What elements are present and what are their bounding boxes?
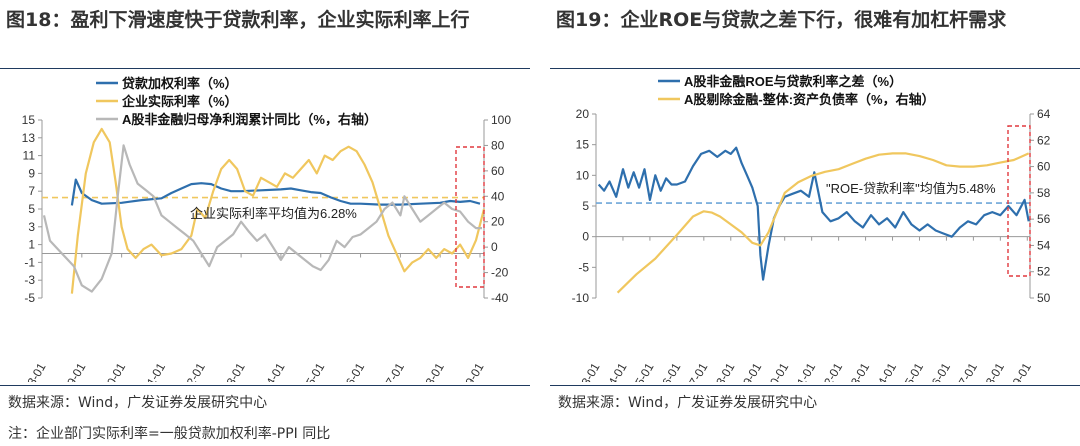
left-highlight-box xyxy=(455,146,485,288)
right-figure-panel: 图19：企业ROE与贷款之差下行，很难有加杠杆需求 20 15 10 5 0 -5 -10 6… xyxy=(550,0,1080,446)
right-x-tick-label: 2007-01 xyxy=(676,360,710,382)
left-figure-title-text: 盈利下滑速度快于贷款利率，企业实际利率上行 xyxy=(70,9,470,31)
right-legend-label-1: A股非金融ROE与贷款利率之差（%） xyxy=(684,74,902,89)
right-right-tick-label: 52 xyxy=(1037,265,1051,279)
left-x-tick-label: 2011-01 xyxy=(134,360,168,382)
left-chart: 15 13 11 9 7 5 3 1 -1 -3 -5 100 80 60 40 20 0 -20 -40 2008-… xyxy=(14,76,511,382)
left-right-tick-label: 40 xyxy=(491,189,505,203)
left-annotation: 企业实际利率平均值为6.28% xyxy=(190,206,357,221)
right-source-rule xyxy=(550,385,1080,386)
left-left-tick-label: 13 xyxy=(22,131,36,145)
left-note: 注：企业部门实际利率=一般贷款加权利率-PPI 同比 xyxy=(8,426,331,442)
right-x-tick-label: 2008-01 xyxy=(703,360,737,382)
right-right-tick-label: 64 xyxy=(1037,107,1051,121)
left-x-tick-label: 2008-01 xyxy=(14,360,48,382)
right-figure-number: 图19： xyxy=(556,9,621,31)
right-right-tick-label: 56 xyxy=(1037,212,1051,226)
left-left-tick-label: -3 xyxy=(24,273,35,287)
right-left-tick-label: -10 xyxy=(572,291,590,305)
left-right-tick-label: 80 xyxy=(491,138,505,152)
left-figure-panel: 图18：盈利下滑速度快于贷款利率，企业实际利率上行 15 13 11 9 7 5 3 1 -1 -… xyxy=(0,0,530,446)
right-chart: 20151050-5-1064626058565452502003-012004… xyxy=(568,74,1051,382)
right-source: 数据来源：Wind，广发证券发展研究中心 xyxy=(558,395,818,411)
right-x-tick-label: 2004-01 xyxy=(595,360,629,382)
left-left-tick-label: 3 xyxy=(28,220,35,234)
right-right-tick-label: 50 xyxy=(1037,291,1051,305)
left-source-rule xyxy=(0,385,530,386)
left-x-tick-label: 2010-01 xyxy=(94,360,128,382)
right-right-tick-label: 62 xyxy=(1037,133,1051,147)
left-left-tick-label: 9 xyxy=(28,166,35,180)
right-x-tick-label: 2014-01 xyxy=(865,360,899,382)
left-right-tick-label: 60 xyxy=(491,164,505,178)
left-figure-number: 图18： xyxy=(6,9,71,31)
right-x-tick-label: 2006-01 xyxy=(649,360,683,382)
left-legend-label-1: 贷款加权利率（%） xyxy=(122,76,238,91)
left-source: 数据来源：Wind，广发证券发展研究中心 xyxy=(8,395,268,411)
left-left-tick-label: 7 xyxy=(28,184,35,198)
left-x-tick-label: 2014-01 xyxy=(253,360,287,382)
left-left-tick-label: -5 xyxy=(24,291,35,305)
left-figure-title: 图18：盈利下滑速度快于贷款利率，企业实际利率上行 xyxy=(6,4,526,36)
left-x-tick-label: 2013-01 xyxy=(214,360,248,382)
right-right-tick-label: 60 xyxy=(1037,160,1051,174)
left-x-tick-label: 2018-01 xyxy=(413,360,447,382)
right-left-tick-label: 20 xyxy=(576,107,590,121)
left-x-tick-label: 2012-01 xyxy=(174,360,208,382)
right-x-tick-label: 2005-01 xyxy=(622,360,656,382)
right-left-tick-label: -5 xyxy=(578,260,589,274)
left-series-line-2 xyxy=(70,127,486,294)
right-left-tick-label: 5 xyxy=(582,199,589,213)
left-left-tick-label: 5 xyxy=(28,202,35,216)
right-x-tick-label: 2016-01 xyxy=(919,360,953,382)
right-x-tick-label: 2012-01 xyxy=(811,360,845,382)
left-right-tick-label: 100 xyxy=(491,113,511,127)
left-left-tick-label: 15 xyxy=(22,113,36,127)
right-x-tick-label: 2013-01 xyxy=(838,360,872,382)
right-x-tick-label: 2011-01 xyxy=(785,360,819,382)
right-right-tick-label: 54 xyxy=(1037,238,1051,252)
right-annotation: "ROE-贷款利率"均值为5.48% xyxy=(826,181,996,196)
left-series-line-3 xyxy=(42,144,482,293)
right-right-tick-label: 58 xyxy=(1037,186,1051,200)
left-legend-label-3: A股非金融归母净利润累计同比（%，右轴） xyxy=(122,112,377,127)
left-x-tick-label: 2016-01 xyxy=(333,360,367,382)
left-x-tick-label: 2009-01 xyxy=(54,360,88,382)
right-x-tick-label: 2009-01 xyxy=(730,360,764,382)
right-x-tick-label: 2003-01 xyxy=(568,360,602,382)
left-left-tick-label: -1 xyxy=(24,255,35,269)
left-right-tick-label: 0 xyxy=(491,240,498,254)
left-left-tick-label: 11 xyxy=(23,149,36,163)
left-right-tick-label: -40 xyxy=(491,291,509,305)
right-highlight-box xyxy=(1007,125,1031,277)
right-figure-title-text: 企业ROE与贷款之差下行，很难有加杠杆需求 xyxy=(620,9,1007,31)
left-series-line-1 xyxy=(70,178,481,206)
left-x-tick-label: 2017-01 xyxy=(373,360,407,382)
left-legend-label-2: 企业实际利率（%） xyxy=(121,94,238,109)
right-x-tick-label: 2010-01 xyxy=(757,360,791,382)
right-left-tick-label: 10 xyxy=(576,168,590,182)
left-x-tick-label: 2019-01 xyxy=(452,360,486,382)
right-figure-title: 图19：企业ROE与贷款之差下行，很难有加杠杆需求 xyxy=(556,4,1076,36)
right-series-line-2 xyxy=(616,152,1030,294)
left-title-rule xyxy=(0,68,530,69)
right-x-tick-label: 2019-01 xyxy=(1000,360,1034,382)
left-left-tick-label: 1 xyxy=(28,238,35,252)
right-left-tick-label: 15 xyxy=(576,138,590,152)
right-x-tick-label: 2017-01 xyxy=(946,360,980,382)
right-left-tick-label: 0 xyxy=(582,230,589,244)
right-title-rule xyxy=(550,68,1080,69)
right-legend-label-2: A股剔除金融-整体:资产负债率（%，右轴） xyxy=(684,92,935,107)
left-right-tick-label: 20 xyxy=(491,215,505,229)
left-right-tick-label: -20 xyxy=(491,266,509,280)
right-x-tick-label: 2018-01 xyxy=(973,360,1007,382)
